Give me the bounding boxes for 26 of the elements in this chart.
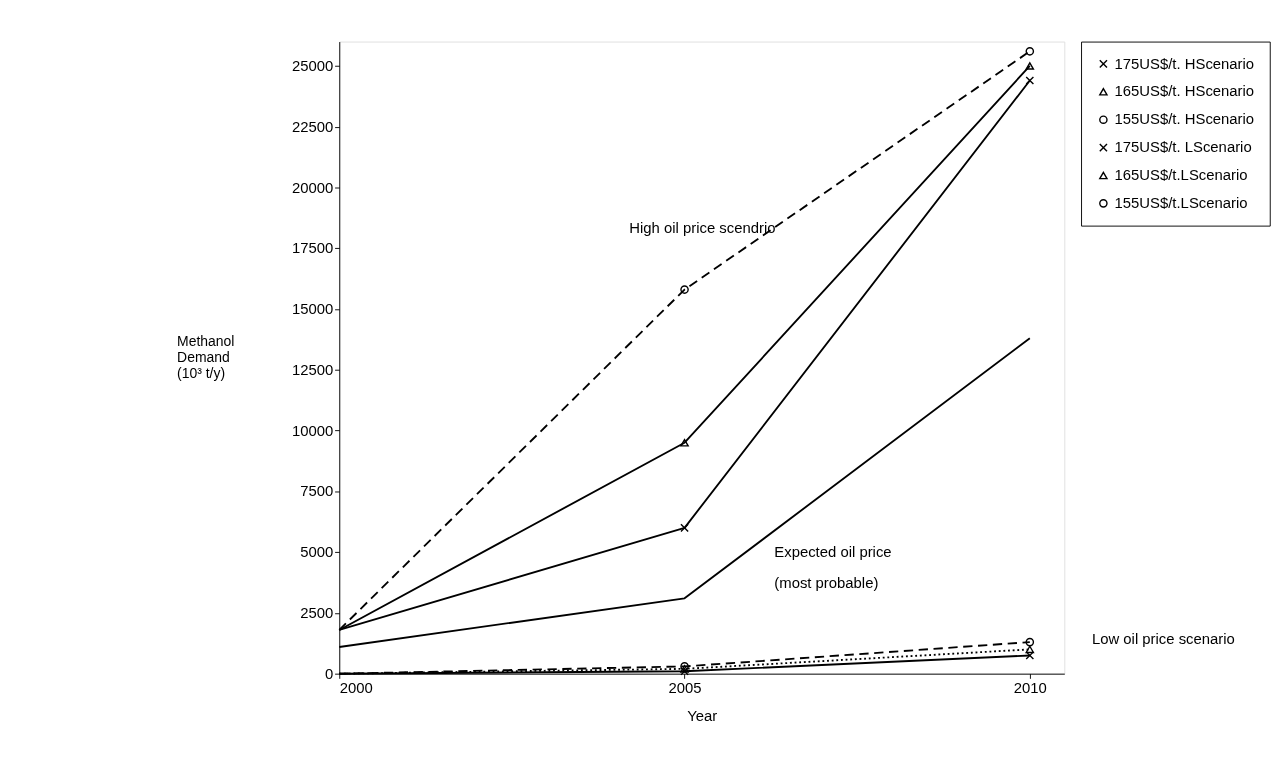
y-tick-label: 5000: [300, 544, 334, 561]
x-axis-title: Year: [687, 707, 718, 724]
y-tick-label: 20000: [291, 179, 334, 196]
y-tick-label: 22500: [291, 118, 334, 135]
legend-label: 175US$/t. HScenario: [1114, 55, 1255, 72]
y-tick-label: 12500: [291, 361, 334, 378]
annotation: Expected oil price: [774, 543, 892, 560]
y-tick-label: 0: [324, 665, 334, 682]
annotation: (most probable): [774, 575, 879, 592]
x-tick-label: 2005: [668, 679, 702, 696]
y-tick-label: 15000: [291, 301, 334, 318]
y-tick-label: 10000: [291, 422, 334, 439]
legend-label: 165US$/t.LScenario: [1114, 167, 1248, 184]
legend-label: 165US$/t. HScenario: [1114, 83, 1255, 100]
y-axis-title: Methanol Demand (10³ t/y): [177, 333, 235, 381]
y-tick-label: 2500: [300, 605, 334, 622]
y-tick-label: 25000: [291, 58, 334, 75]
legend-label: 175US$/t. LScenario: [1114, 139, 1252, 156]
text: Low oil price scenario: [1091, 631, 1235, 648]
y-tick-label: 7500: [300, 483, 334, 500]
legend-label: 155US$/t. HScenario: [1114, 111, 1255, 128]
annotation: High oil price scendrio: [629, 220, 776, 237]
legend-label: 155US$/t.LScenario: [1114, 195, 1248, 211]
x-tick-label: 2000: [339, 679, 373, 696]
y-tick-label: 17500: [291, 240, 334, 257]
x-tick-label: 2010: [1013, 679, 1047, 696]
